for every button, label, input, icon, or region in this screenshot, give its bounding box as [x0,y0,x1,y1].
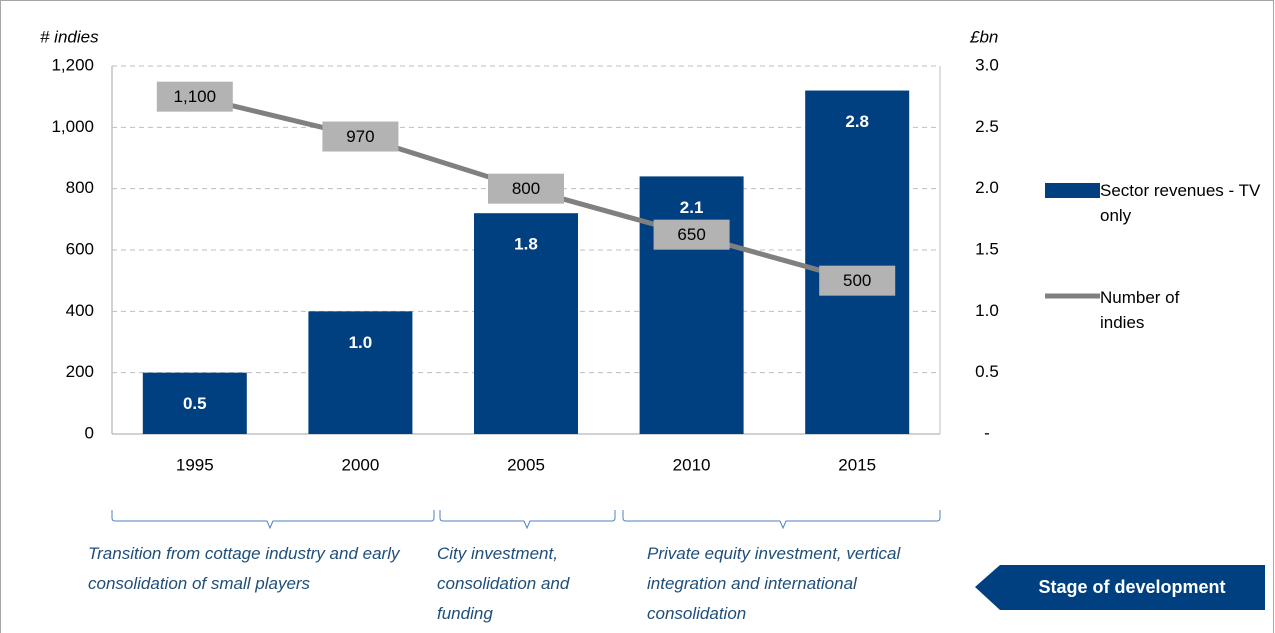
bar-value-label: 1.8 [514,235,538,254]
bracket [111,510,435,530]
y-axis-title: # indies [40,27,99,46]
bracket [622,510,941,530]
stage-arrow [975,565,1265,610]
y-tick-label: 1,200 [51,55,94,74]
line-value-label: 650 [677,225,705,244]
line-label-box [322,121,399,152]
bar [639,176,744,434]
line-value-label: 970 [346,127,374,146]
bar-value-label: 2.8 [845,112,869,131]
bar [142,372,247,434]
y2-tick-label: 2.5 [975,117,999,136]
y2-tick-label: 2.0 [975,178,999,197]
line-value-label: 800 [512,179,540,198]
bar [474,213,578,434]
line-label-box [488,173,564,204]
y-tick-label: 1,000 [51,117,94,136]
bar [805,90,910,435]
stage-text: Transition from cottage industry and ear… [88,544,400,593]
line-label-box [653,219,730,250]
legend-label: Number of indies [1100,288,1180,332]
bar [308,311,413,434]
y2-tick-label: 1.5 [975,239,999,258]
line-label-box [156,81,233,112]
y-tick-label: 200 [66,362,94,381]
y2-tick-label: 3.0 [975,55,999,74]
bracket [439,510,616,530]
bar-value-label: 0.5 [183,394,207,413]
legend-swatch [1045,183,1100,198]
bar-value-label: 2.1 [680,198,704,217]
y-tick-label: 800 [66,178,94,197]
legend-label: Sector revenues - TV only [1100,181,1261,225]
x-tick-label: 1995 [176,455,214,474]
stage-text: City investment, consolidation and fundi… [437,544,570,623]
y-tick-label: 0 [85,423,94,442]
y-tick-label: 400 [66,301,94,320]
y-tick-label: 600 [66,239,94,258]
line-value-label: 500 [843,271,871,290]
y2-tick-label: 0.5 [975,362,999,381]
x-tick-label: 2005 [507,455,545,474]
stage-text: Private equity investment, vertical inte… [647,544,901,623]
x-tick-label: 2015 [838,455,876,474]
y2-tick-label: - [984,423,990,442]
line-value-label: 1,100 [174,87,217,106]
stage-label: Stage of development [1038,577,1225,597]
x-tick-label: 2010 [673,455,711,474]
y2-axis-title: £bn [969,27,998,46]
bar-value-label: 1.0 [349,333,373,352]
line-label-box [819,265,896,296]
y2-tick-label: 1.0 [975,301,999,320]
x-tick-label: 2000 [341,455,379,474]
